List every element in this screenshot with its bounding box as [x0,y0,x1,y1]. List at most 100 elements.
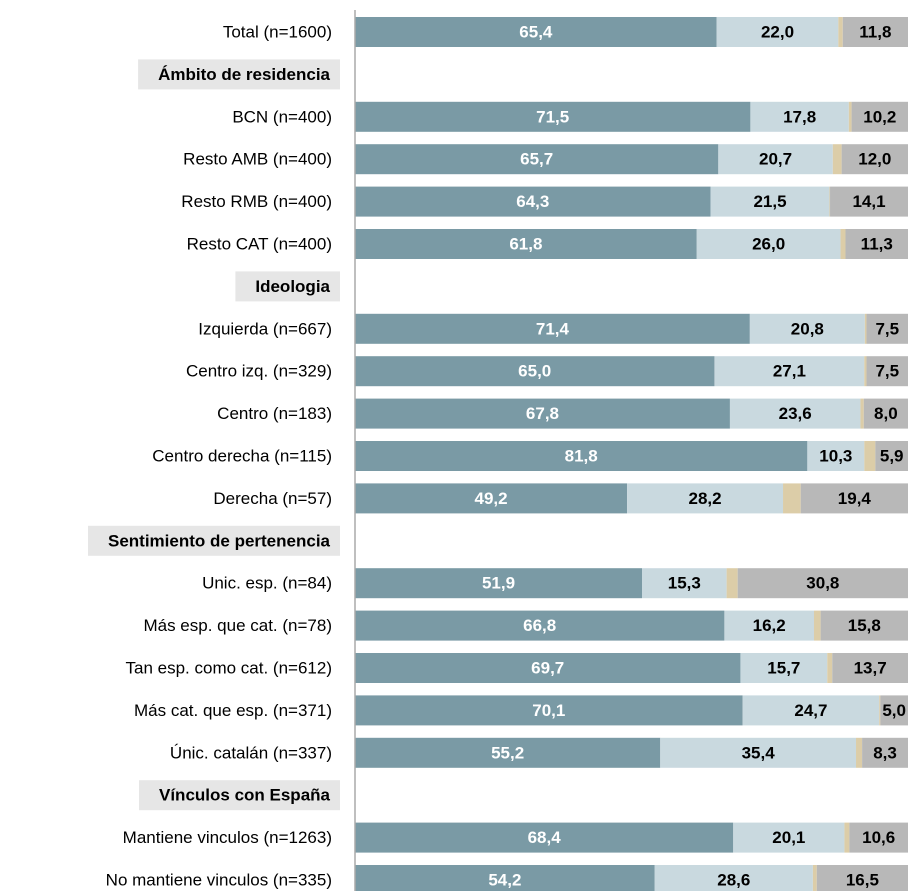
group-header-bg [235,271,340,302]
bar-segment [355,313,750,344]
group-header: Vínculos con España [159,786,331,805]
bar-segment [733,822,845,853]
value-label: 27,1 [773,362,806,381]
category-label: Resto RMB (n=400) [181,192,332,211]
value-label: 20,1 [772,828,805,847]
value-label: 70,1 [532,701,565,720]
bar-segment [875,441,908,471]
bar-segment [642,568,727,599]
bar-segment [866,313,908,344]
category-label: No mantiene vinculos (n=335) [106,871,332,890]
bar-segment [355,865,655,891]
bar-segment [864,441,876,471]
value-label: 12,0 [858,150,891,169]
category-label: Únic. catalán (n=337) [170,743,332,762]
bar-segment [816,865,908,891]
value-label: 81,8 [565,447,598,466]
bar-segment [838,17,843,47]
bar-segment [355,737,661,768]
value-label: 28,2 [689,489,722,508]
bar-segment [820,610,908,641]
value-label: 11,3 [861,235,893,254]
value-label: 15,7 [767,659,800,678]
category-label: Resto CAT (n=400) [187,235,332,254]
group-header-bg [88,525,340,556]
bar-segment [851,101,908,132]
value-label: 10,6 [862,828,895,847]
value-label: 11,8 [859,23,891,42]
bar-segment [832,144,842,175]
value-label: 35,4 [742,743,776,762]
value-label: 19,4 [838,489,872,508]
category-label: Más cat. que esp. (n=371) [134,701,332,720]
bar-segment [840,229,846,259]
category-label: Resto AMB (n=400) [183,150,332,169]
category-label: Total (n=1600) [223,23,332,42]
bar-segment [862,737,908,768]
bar-segment [355,822,734,853]
bar-segment [355,17,717,47]
bar-segment [800,483,908,514]
bar-segment [807,441,865,471]
value-label: 69,7 [531,659,564,678]
group-header: Ámbito de residencia [158,65,330,84]
bar-segment [742,695,880,726]
category-label: BCN (n=400) [232,107,332,126]
value-label: 15,8 [848,616,881,635]
group-header: Sentimiento de pertenencia [108,531,331,550]
bar-segment [355,695,743,726]
bar-segment [729,398,861,429]
bar-segment [355,483,628,514]
category-label: Centro derecha (n=115) [152,447,332,466]
bar-segment [880,695,908,726]
bar-segment [860,398,864,429]
bar-segment [355,568,643,599]
value-label: 14,1 [852,192,885,211]
bar-segment [355,186,711,217]
bar-segment [827,653,833,683]
category-label: Mantiene vinculos (n=1263) [123,828,332,847]
bar-segment [864,313,867,344]
value-label: 49,2 [474,489,507,508]
bar-segment [355,398,730,429]
value-label: 20,8 [791,319,824,338]
bar-segment [813,610,821,641]
bar-segment [654,865,813,891]
category-label: Más esp. que cat. (n=78) [143,616,332,635]
category-label: Izquierda (n=667) [198,319,332,338]
bar-segment [716,17,839,47]
bar-segment [863,398,908,429]
value-label: 16,2 [753,616,786,635]
value-label: 68,4 [528,828,562,847]
value-label: 71,4 [536,319,570,338]
bar-segment [355,441,808,471]
bar-segment [355,101,751,132]
bar-segment [749,313,865,344]
bar-segment [355,653,741,683]
value-label: 10,3 [819,447,852,466]
bar-segment [832,653,908,683]
value-label: 65,4 [519,23,553,42]
value-label: 17,8 [783,107,816,126]
bar-segment [864,356,867,387]
value-label: 13,7 [854,659,887,678]
bar-segment [355,229,697,259]
value-label: 7,5 [875,319,899,338]
bar-segment [842,17,908,47]
bar-segment [718,144,833,175]
bar-segment [355,610,725,641]
value-label: 30,8 [806,574,839,593]
bar-segment [714,356,865,387]
value-label: 10,2 [863,107,896,126]
value-label: 28,6 [717,871,750,890]
value-label: 66,8 [523,616,556,635]
value-label: 5,0 [882,701,906,720]
value-label: 23,6 [779,404,812,423]
bar-segment [726,568,738,599]
bar-segment [355,144,719,175]
value-label: 24,7 [794,701,827,720]
bar-segment [627,483,784,514]
group-header-bg [139,780,340,811]
value-label: 16,5 [846,871,879,890]
